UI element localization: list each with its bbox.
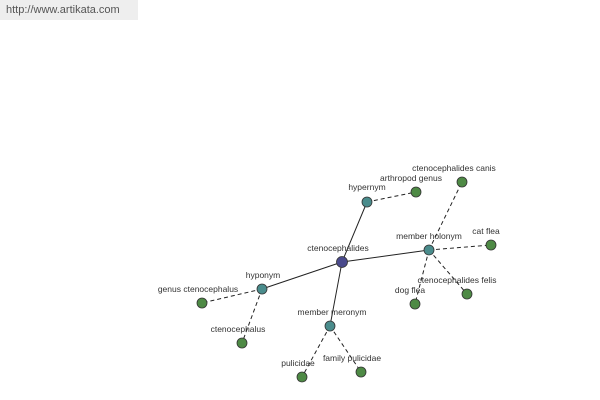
node[interactable] bbox=[456, 176, 468, 188]
edge bbox=[428, 249, 468, 295]
node[interactable] bbox=[336, 256, 348, 268]
node-label[interactable]: arthropod genus bbox=[380, 173, 442, 183]
edge bbox=[261, 261, 343, 290]
node[interactable] bbox=[361, 196, 373, 208]
node-label[interactable]: hyponym bbox=[246, 270, 281, 280]
node-label[interactable]: ctenocephalides bbox=[307, 243, 368, 253]
node-label[interactable]: dog flea bbox=[395, 285, 426, 295]
edge bbox=[329, 325, 362, 373]
edge bbox=[341, 249, 430, 263]
node-label[interactable]: ctenocephalus bbox=[211, 324, 266, 334]
edge bbox=[241, 288, 263, 344]
edge bbox=[428, 181, 463, 251]
edge bbox=[201, 288, 263, 304]
node[interactable] bbox=[196, 297, 208, 309]
edge bbox=[341, 201, 368, 263]
edge bbox=[301, 325, 331, 378]
node-label[interactable]: hypernym bbox=[348, 182, 385, 192]
edge bbox=[414, 249, 430, 305]
node-label[interactable]: member holonym bbox=[396, 231, 462, 241]
node-label[interactable]: cat flea bbox=[472, 226, 500, 236]
node[interactable] bbox=[423, 244, 435, 256]
node-label[interactable]: pulicidae bbox=[281, 358, 315, 368]
node[interactable] bbox=[296, 371, 308, 383]
node-label[interactable]: family pulicidae bbox=[323, 353, 381, 363]
edge bbox=[329, 261, 343, 327]
node-label[interactable]: member meronym bbox=[298, 307, 367, 317]
node[interactable] bbox=[409, 298, 421, 310]
node[interactable] bbox=[324, 320, 336, 332]
node[interactable] bbox=[461, 288, 473, 300]
node[interactable] bbox=[410, 186, 422, 198]
node[interactable] bbox=[256, 283, 268, 295]
node-label[interactable]: ctenocephalides canis bbox=[412, 163, 496, 173]
node[interactable] bbox=[355, 366, 367, 378]
node[interactable] bbox=[236, 337, 248, 349]
node-label[interactable]: ctenocephalides felis bbox=[418, 275, 497, 285]
node[interactable] bbox=[485, 239, 497, 251]
edge bbox=[428, 244, 492, 251]
node-label[interactable]: genus ctenocephalus bbox=[158, 284, 238, 294]
site-url[interactable]: http://www.artikata.com bbox=[0, 0, 138, 20]
edge bbox=[366, 191, 417, 203]
